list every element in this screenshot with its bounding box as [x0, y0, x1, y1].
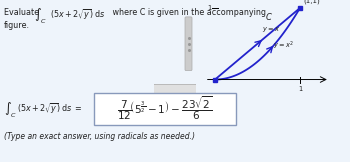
- Text: 1: 1: [207, 5, 211, 11]
- Text: (1,1): (1,1): [303, 0, 320, 4]
- Text: $y=x$: $y=x$: [262, 25, 280, 35]
- Text: (Type an exact answer, using radicals as needed.): (Type an exact answer, using radicals as…: [4, 132, 195, 141]
- Text: where C is given in the accompanying: where C is given in the accompanying: [110, 8, 266, 17]
- Text: $y=x^2$: $y=x^2$: [273, 40, 294, 52]
- FancyBboxPatch shape: [94, 93, 236, 125]
- Text: C: C: [266, 13, 272, 22]
- Text: Evaluate: Evaluate: [4, 8, 42, 17]
- Text: 1: 1: [298, 87, 302, 93]
- Text: $(5x + 2\sqrt{y})\,\mathrm{d}s$: $(5x + 2\sqrt{y})\,\mathrm{d}s$: [50, 8, 105, 23]
- Text: $\dfrac{7}{12}\!\left(5^{\frac{3}{2}}-1\right)-\dfrac{23\sqrt{2}}{6}$: $\dfrac{7}{12}\!\left(5^{\frac{3}{2}}-1\…: [117, 94, 213, 122]
- Text: $(5x+2\sqrt{y})\,\mathrm{d}s\;=$: $(5x+2\sqrt{y})\,\mathrm{d}s\;=$: [17, 101, 82, 116]
- Text: $\int_C$: $\int_C$: [34, 6, 47, 25]
- Text: figure.: figure.: [4, 21, 30, 30]
- FancyBboxPatch shape: [150, 84, 200, 94]
- Text: $\int_C$: $\int_C$: [4, 100, 17, 119]
- FancyBboxPatch shape: [185, 17, 192, 71]
- Text: (0,0): (0,0): [204, 97, 221, 103]
